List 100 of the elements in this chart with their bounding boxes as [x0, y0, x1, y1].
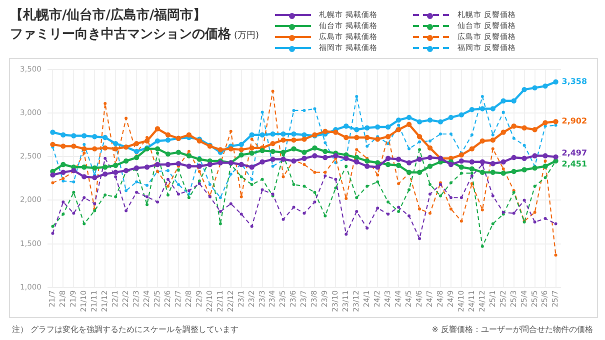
- point: [165, 132, 171, 138]
- point: [134, 154, 140, 160]
- point: [270, 156, 276, 162]
- point: [102, 164, 108, 170]
- point: [196, 164, 202, 169]
- point: [354, 127, 360, 132]
- point: [532, 153, 538, 158]
- point: [292, 206, 296, 209]
- point: [334, 178, 338, 181]
- point: [291, 146, 296, 152]
- point: [134, 148, 140, 154]
- point: [344, 232, 348, 236]
- point: [554, 254, 558, 257]
- point: [554, 124, 558, 127]
- point: [228, 146, 234, 152]
- point: [542, 120, 548, 126]
- point: [522, 156, 527, 161]
- point: [93, 202, 96, 206]
- point: [292, 108, 296, 112]
- point: [176, 161, 182, 166]
- point: [542, 153, 548, 158]
- point: [416, 156, 422, 162]
- point: [156, 152, 160, 155]
- point: [82, 146, 87, 152]
- point: [82, 164, 87, 170]
- point: [112, 170, 118, 175]
- point: [522, 144, 526, 147]
- point: [135, 180, 138, 184]
- point: [50, 130, 56, 135]
- point: [292, 183, 296, 186]
- point: [123, 158, 129, 164]
- point: [302, 212, 306, 215]
- point: [166, 169, 170, 172]
- point: [60, 162, 66, 168]
- point: [502, 167, 505, 170]
- point: [470, 133, 474, 136]
- point: [438, 132, 442, 136]
- point: [250, 178, 254, 181]
- point: [102, 145, 108, 151]
- point: [72, 190, 76, 194]
- point: [469, 159, 475, 164]
- point: [334, 186, 338, 190]
- point: [491, 222, 494, 226]
- point: [416, 134, 422, 140]
- point: [313, 200, 316, 204]
- point: [154, 138, 160, 144]
- point: [154, 146, 160, 152]
- point: [418, 140, 422, 144]
- point: [460, 220, 463, 223]
- point: [511, 168, 516, 174]
- point: [280, 150, 286, 155]
- point: [72, 212, 76, 215]
- point: [428, 139, 432, 142]
- point: [449, 196, 452, 200]
- point: [198, 170, 201, 173]
- point: [427, 154, 433, 160]
- point: [271, 164, 274, 168]
- point: [490, 170, 496, 175]
- point: [460, 196, 463, 200]
- point: [428, 192, 432, 196]
- point: [144, 164, 150, 170]
- point: [438, 194, 442, 198]
- point: [416, 119, 422, 124]
- point: [238, 147, 244, 152]
- point: [270, 148, 276, 154]
- point: [397, 124, 400, 127]
- point: [385, 156, 391, 161]
- point: [102, 171, 108, 177]
- point: [397, 206, 400, 209]
- point: [428, 183, 432, 186]
- point: [448, 162, 454, 168]
- point: [260, 178, 264, 181]
- point: [82, 142, 86, 146]
- point: [500, 170, 506, 176]
- point: [187, 150, 190, 153]
- point: [333, 153, 338, 158]
- chart-subtitle: ファミリー向き中古マンションの価格: [10, 27, 231, 42]
- point: [124, 116, 128, 120]
- point: [166, 184, 170, 188]
- point: [490, 106, 496, 112]
- point: [229, 172, 232, 176]
- point: [291, 131, 296, 137]
- point: [511, 154, 516, 160]
- point: [312, 153, 318, 158]
- point: [354, 159, 360, 164]
- point: [51, 181, 54, 184]
- point: [448, 114, 454, 120]
- point: [427, 145, 433, 151]
- point: [385, 162, 391, 168]
- point: [397, 210, 400, 214]
- point: [322, 128, 328, 134]
- point: [249, 150, 254, 156]
- point: [364, 134, 370, 140]
- point: [502, 110, 505, 114]
- data-label: 2,902: [562, 116, 588, 126]
- point: [218, 210, 222, 214]
- point: [354, 154, 360, 160]
- point: [238, 142, 244, 148]
- point: [511, 98, 516, 104]
- point: [71, 144, 76, 149]
